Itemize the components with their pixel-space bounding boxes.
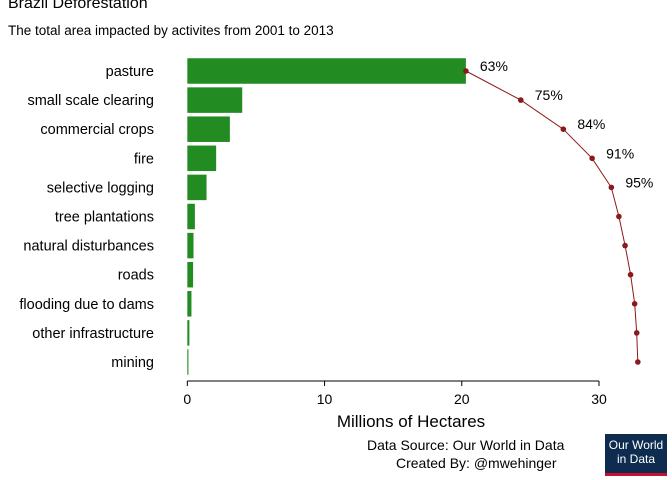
category-label: fire <box>134 151 154 167</box>
x-tick-label: 10 <box>317 391 333 407</box>
bar-mining <box>187 349 189 375</box>
bar-selective-logging <box>187 174 207 201</box>
x-tick-label: 20 <box>454 391 470 407</box>
category-label: other infrastructure <box>32 326 154 342</box>
category-label: mining <box>111 355 154 371</box>
cumulative-point <box>631 301 638 307</box>
bar-tree-plantations <box>187 203 195 230</box>
cumulative-point <box>463 68 469 74</box>
category-label: selective logging <box>47 180 154 196</box>
data-source-label: Data Source: Our World in Data <box>367 437 565 453</box>
credit-label: Created By: @mwehinger <box>396 455 557 471</box>
category-label: natural disturbances <box>23 239 154 255</box>
bar-other-infrastructure <box>187 320 190 346</box>
logo-line-1: Our World <box>608 438 664 452</box>
bar-small-scale-clearing <box>187 87 243 113</box>
cumulative-percent-label: 75% <box>535 87 563 103</box>
logo-line-2: in Data <box>616 451 656 466</box>
cumulative-point <box>589 155 595 162</box>
bar-roads <box>187 261 194 288</box>
cumulative-percent-label: 91% <box>606 145 634 161</box>
x-tick-label: 30 <box>591 391 607 407</box>
cumulative-line <box>465 70 639 363</box>
x-tick-label: 0 <box>183 391 191 407</box>
cumulative-point <box>622 242 628 249</box>
cumulative-point <box>627 271 634 278</box>
owid-logo: Our World in Data <box>605 434 667 476</box>
x-axis-title: Millions of Hectares <box>337 412 485 430</box>
cumulative-percent-label: 95% <box>625 174 653 190</box>
category-label: commercial crops <box>40 122 154 138</box>
chart-title: Brazil Deforestation <box>8 0 148 12</box>
cumulative-point <box>633 330 640 336</box>
cumulative-percent-label: 63% <box>480 58 508 74</box>
cumulative-point <box>517 97 524 103</box>
cumulative-point <box>608 184 615 191</box>
cumulative-point <box>635 359 641 365</box>
bar-fire <box>187 145 217 172</box>
bar-natural-disturbances <box>187 232 194 259</box>
bar-chart: pasture small scale clearing commercial cr… <box>19 58 653 430</box>
category-label: pasture <box>106 64 154 80</box>
category-label: roads <box>118 268 154 284</box>
bar-flooding-due-to-dams <box>187 291 192 317</box>
cumulative-point <box>616 213 622 220</box>
category-label: flooding due to dams <box>19 297 154 313</box>
chart-subtitle: The total area impacted by activites fro… <box>8 23 334 38</box>
cumulative-percent-label: 84% <box>577 116 605 132</box>
category-label: small scale clearing <box>27 93 154 109</box>
bar-pasture <box>187 58 466 84</box>
category-label: tree plantations <box>55 210 154 226</box>
bar-commercial-crops <box>187 116 230 142</box>
cumulative-point <box>560 126 567 132</box>
